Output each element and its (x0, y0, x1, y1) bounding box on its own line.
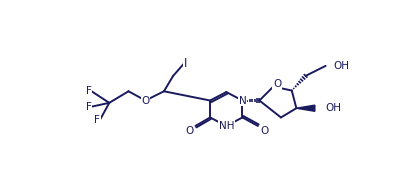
Polygon shape (297, 105, 315, 111)
Text: F: F (86, 86, 92, 96)
Text: N: N (239, 95, 246, 105)
Text: O: O (273, 79, 281, 89)
Text: F: F (94, 115, 100, 125)
Text: O: O (185, 126, 194, 136)
Text: OH: OH (326, 103, 342, 113)
Text: NH: NH (219, 121, 234, 131)
Text: I: I (184, 57, 187, 70)
Text: OH: OH (333, 61, 349, 71)
Text: O: O (141, 95, 149, 105)
Text: O: O (261, 126, 269, 136)
Text: F: F (86, 102, 92, 112)
